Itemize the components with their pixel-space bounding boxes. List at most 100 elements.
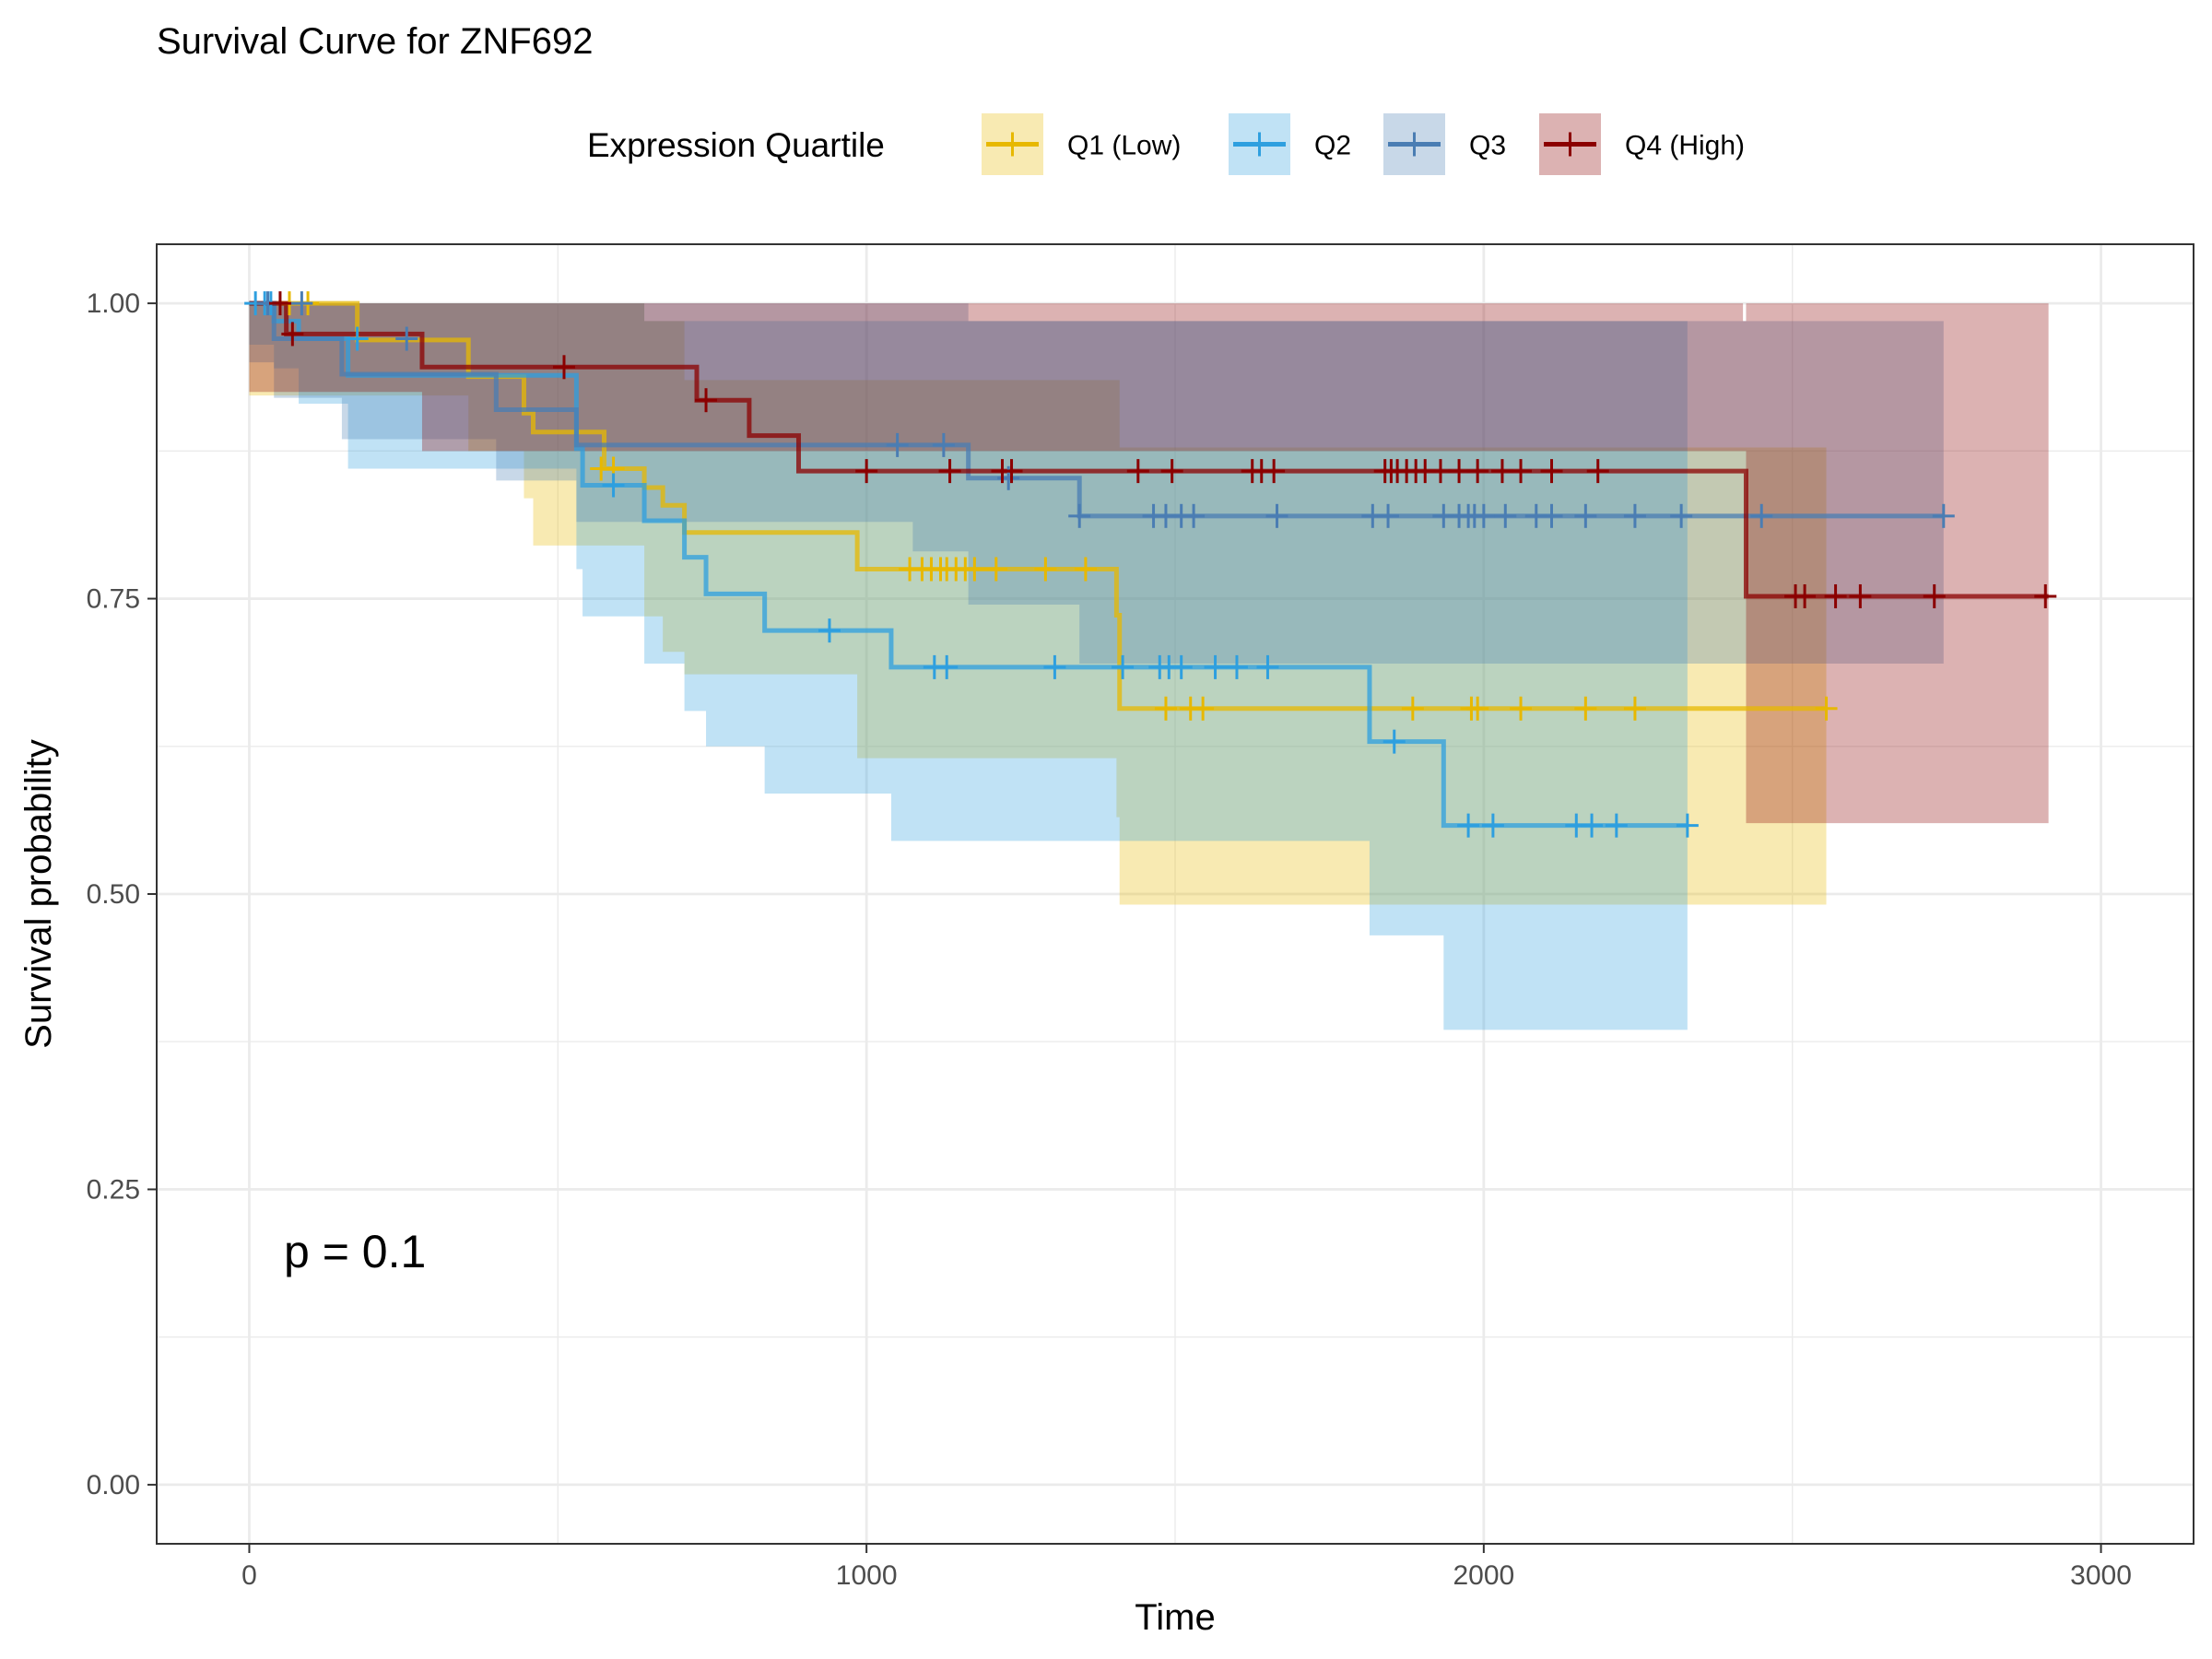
- censor-q4-high: [1429, 459, 1452, 484]
- censor-q3: [1932, 503, 1955, 528]
- line-q1-low: [249, 300, 1827, 712]
- censor-q4-high: [553, 355, 575, 380]
- censor-q3: [1494, 503, 1517, 528]
- censor-q4-high: [1160, 459, 1183, 484]
- censor-q4-high: [1586, 459, 1609, 484]
- censor-q1-low: [1192, 696, 1215, 721]
- y-tick-label: 1.00: [87, 288, 140, 319]
- censor-q4-high: [1824, 583, 1847, 608]
- legend-item-q3: Q3: [1383, 113, 1506, 175]
- censor-q4-high: [268, 291, 291, 316]
- censor-q1-low: [1154, 696, 1177, 721]
- censor-q1-low: [963, 557, 986, 582]
- censor-q4-high: [1490, 459, 1513, 484]
- censor-q2: [1170, 654, 1193, 679]
- grid: [157, 244, 2194, 1544]
- censor-q3: [1623, 503, 1646, 528]
- censor-q2: [1382, 729, 1406, 754]
- survival-lines: [249, 300, 2049, 829]
- x-axis-label: Time: [1135, 1597, 1215, 1638]
- censor-q2: [1256, 654, 1279, 679]
- censor-q3: [886, 432, 909, 457]
- censor-q1-low: [1034, 557, 1057, 582]
- y-tick-label: 0.25: [87, 1174, 140, 1205]
- censor-marks: [244, 291, 2057, 838]
- censor-q4-high: [855, 459, 878, 484]
- x-tick-label: 2000: [1453, 1560, 1514, 1591]
- censor-q4-high: [1263, 459, 1286, 484]
- y-tick-label: 0.00: [87, 1470, 140, 1500]
- censor-q1-low: [1074, 557, 1097, 582]
- censor-q4-high: [2034, 583, 2057, 608]
- censor-q1-low: [1623, 696, 1646, 721]
- censor-q4-high: [1126, 459, 1149, 484]
- censor-q4-high: [1000, 459, 1023, 484]
- censor-q2: [1112, 654, 1135, 679]
- line-q3: [249, 300, 1944, 519]
- censor-q4-high: [281, 322, 304, 347]
- line-q4-high: [249, 300, 2049, 599]
- censor-q3: [1574, 503, 1597, 528]
- censor-q4-high: [1448, 459, 1471, 484]
- legend-label-q3: Q3: [1469, 131, 1506, 161]
- p-value-annotation: p = 0.1: [284, 1226, 426, 1277]
- chart-title: Survival Curve for ZNF692: [157, 21, 593, 62]
- censor-q4-high: [1540, 459, 1563, 484]
- censor-q2: [1204, 654, 1227, 679]
- censor-q1-low: [1466, 696, 1489, 721]
- censor-q3: [290, 291, 313, 316]
- censor-q3: [1265, 503, 1288, 528]
- legend-item-q1-low: Q1 (Low): [982, 113, 1181, 175]
- censor-q3: [1182, 503, 1206, 528]
- y-tick-label: 0.75: [87, 584, 140, 615]
- band-q4-high: [249, 303, 2049, 824]
- censor-q2: [1043, 654, 1066, 679]
- censor-q3: [1540, 503, 1563, 528]
- x-tick-label: 1000: [836, 1560, 898, 1591]
- legend-label-q2: Q2: [1314, 131, 1351, 161]
- censor-q4-high: [1466, 459, 1489, 484]
- censor-q4-high: [1923, 583, 1946, 608]
- censor-q4-high: [695, 388, 718, 413]
- censor-q2: [1457, 813, 1480, 838]
- censor-q3: [1750, 503, 1773, 528]
- censor-q1-low: [1510, 696, 1533, 721]
- y-axis-label: Survival probability: [18, 739, 59, 1049]
- legend-item-q2: Q2: [1229, 113, 1351, 175]
- x-tick-label: 3000: [2070, 1560, 2132, 1591]
- band-q3: [249, 303, 1944, 665]
- legend: Expression Quartile Q1 (Low) Q2 Q3 Q4 (High…: [587, 113, 1745, 175]
- censor-q3: [1472, 503, 1495, 528]
- censor-q1-low: [1574, 696, 1597, 721]
- censor-q4-high: [1794, 583, 1817, 608]
- legend-label-q4-high: Q4 (High): [1625, 131, 1745, 161]
- censor-q3: [1670, 503, 1693, 528]
- censor-q4-high: [938, 459, 961, 484]
- censor-q2: [1605, 813, 1628, 838]
- censor-q3: [1377, 503, 1400, 528]
- censor-q4-high: [1849, 583, 1872, 608]
- legend-label-q1-low: Q1 (Low): [1067, 131, 1181, 161]
- censor-q1-low: [984, 557, 1007, 582]
- censor-q2: [1581, 813, 1604, 838]
- y-tick-label: 0.50: [87, 879, 140, 910]
- censor-q2: [818, 618, 841, 643]
- censor-q4-high: [1510, 459, 1533, 484]
- legend-item-q4-high: Q4 (High): [1539, 113, 1745, 175]
- censor-q2: [935, 654, 959, 679]
- censor-q2: [602, 473, 625, 498]
- censor-q2: [346, 326, 369, 351]
- band-q1-low: [249, 303, 1827, 905]
- legend-title: Expression Quartile: [587, 126, 885, 164]
- censor-q1-low: [1815, 696, 1838, 721]
- censor-q3: [395, 326, 418, 351]
- x-tick-label: 0: [241, 1560, 257, 1591]
- censor-q3: [932, 432, 955, 457]
- censor-q1-low: [1401, 696, 1424, 721]
- censor-q2: [1481, 813, 1504, 838]
- censor-q2: [1676, 813, 1699, 838]
- censor-q3: [1068, 503, 1091, 528]
- axes: 0 1000 2000 3000 0.00 0.25 0.50 0.75 1.00: [87, 288, 2132, 1591]
- censor-q2: [1225, 654, 1248, 679]
